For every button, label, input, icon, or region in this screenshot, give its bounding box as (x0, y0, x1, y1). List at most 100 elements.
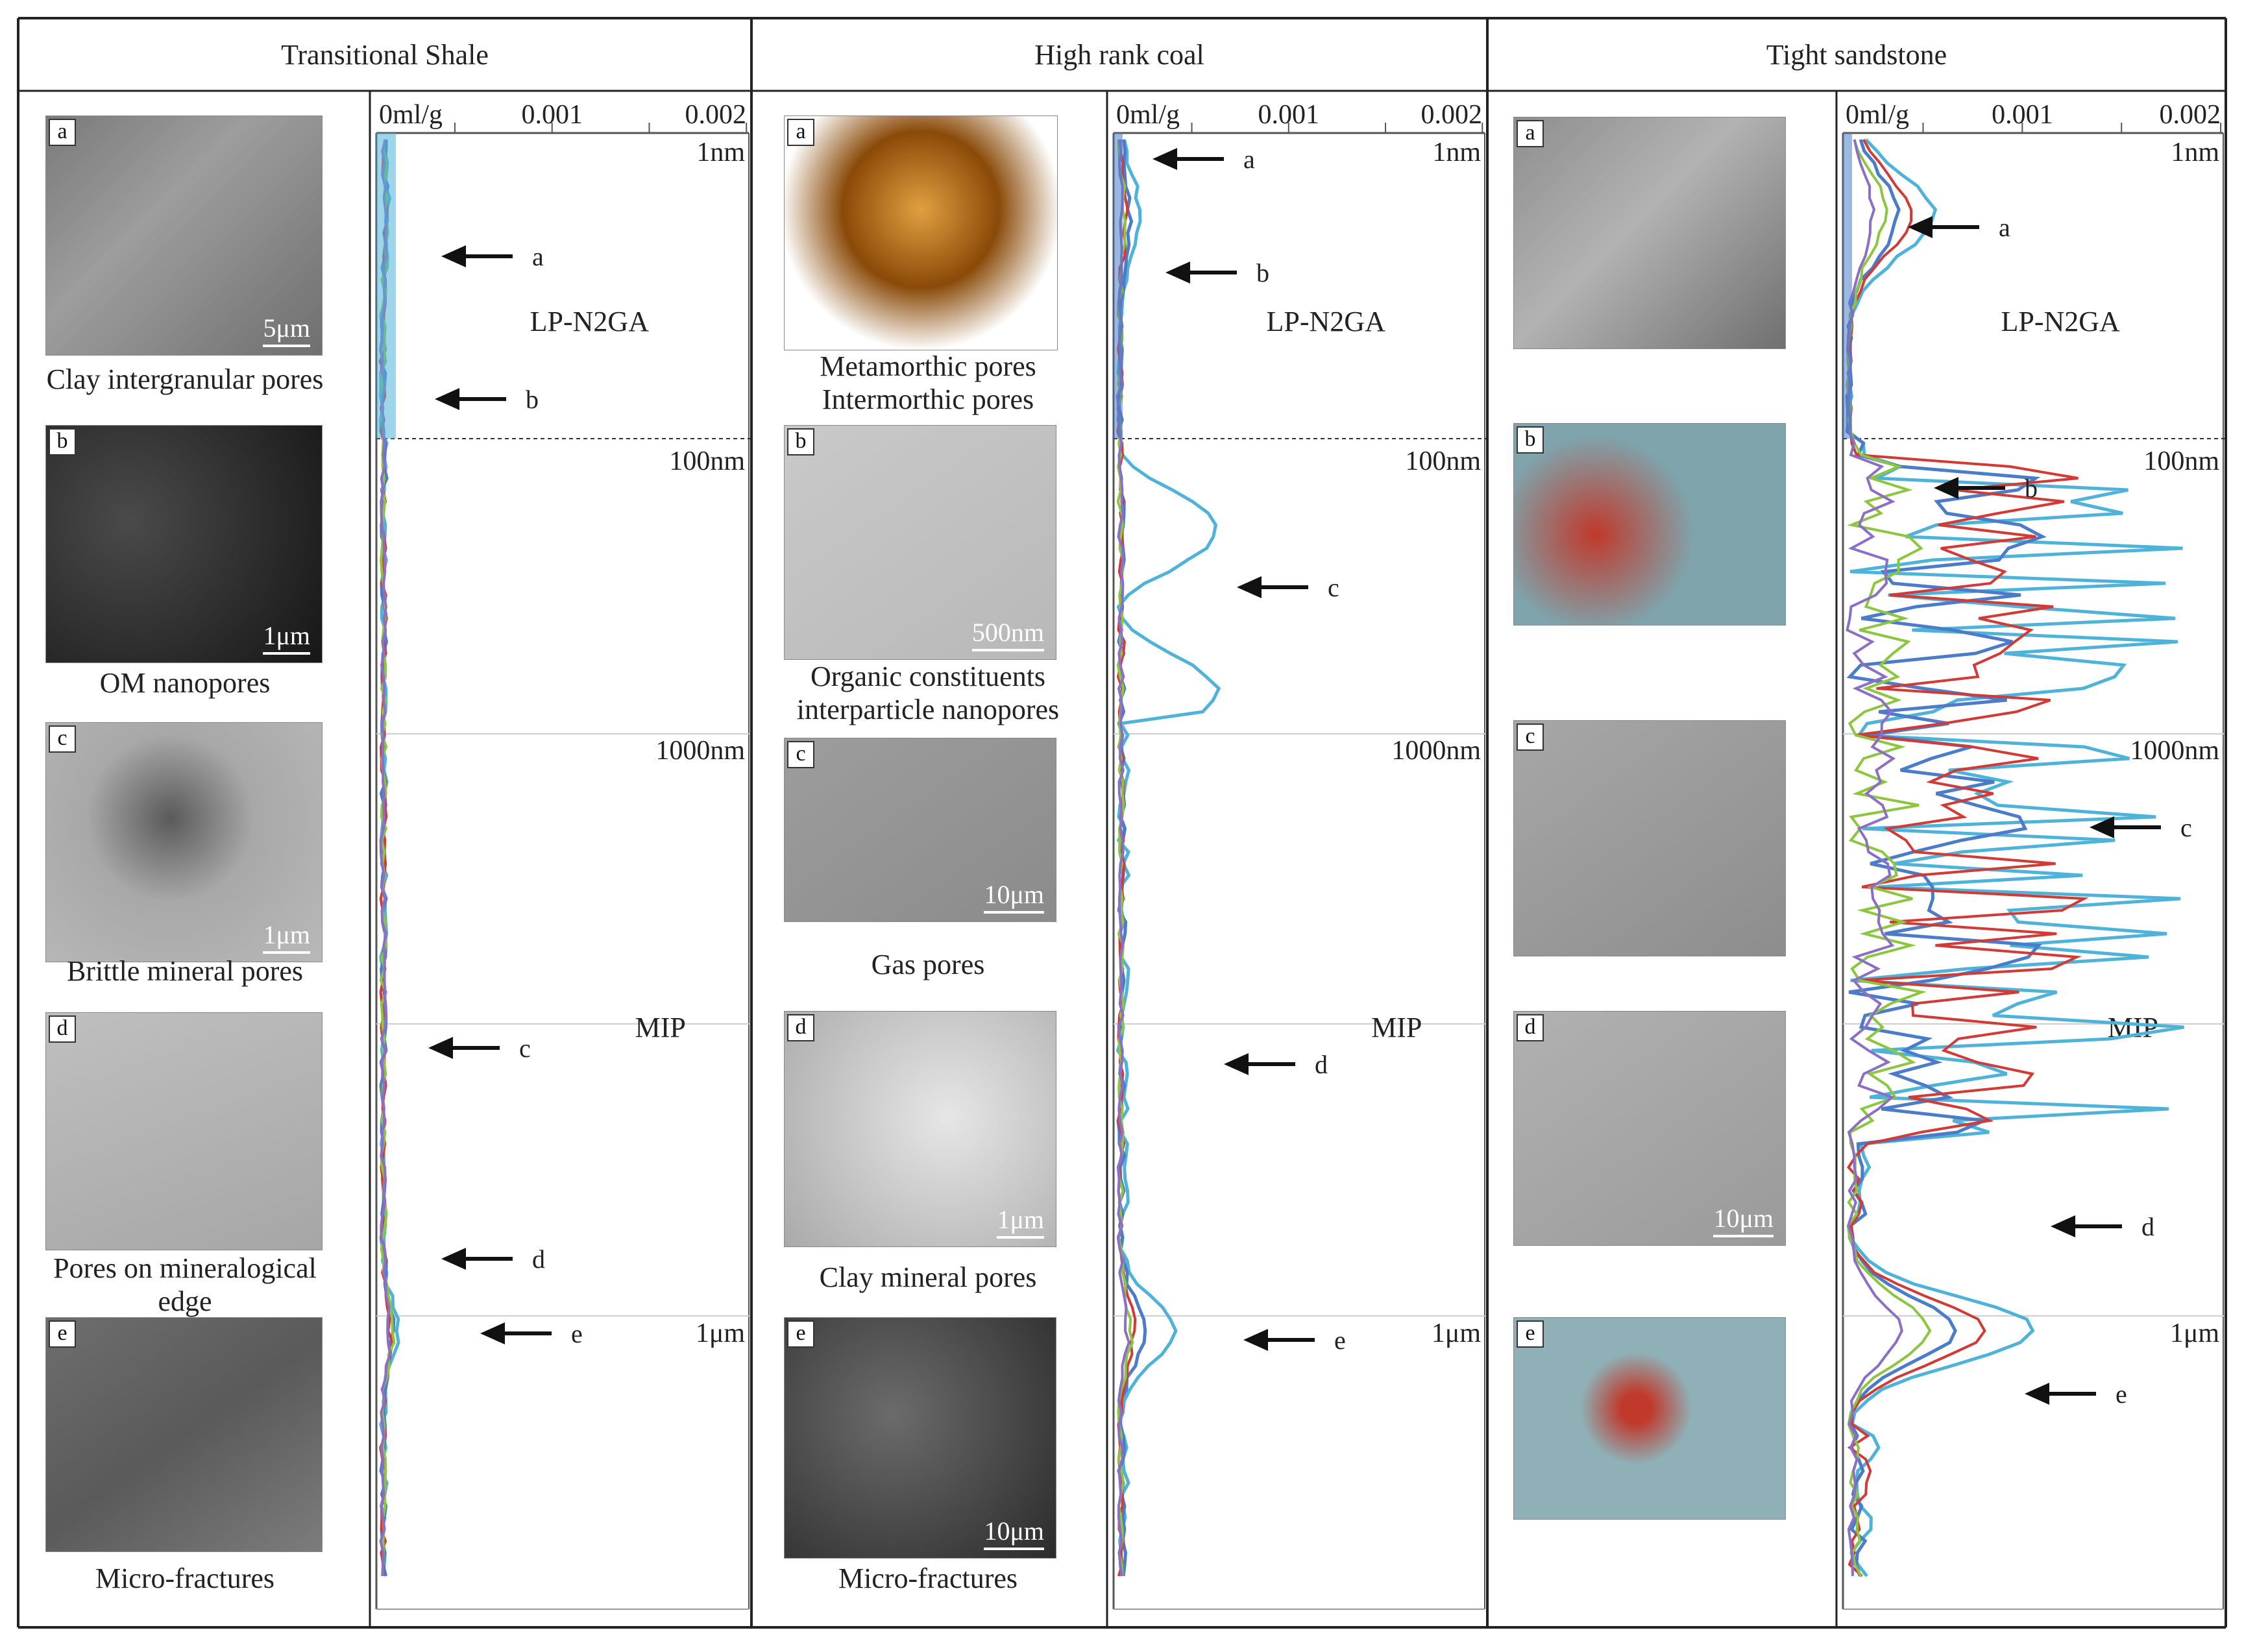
scale-line (997, 1236, 1044, 1239)
callout-arrow-4 (1243, 1329, 1315, 1351)
callout-letter: b (526, 385, 539, 414)
depth-label: 1nm (2171, 138, 2219, 167)
depth-label: 100nm (1405, 446, 1481, 476)
callout-arrow-0 (1152, 148, 1224, 170)
depth-label: 1μm (2170, 1318, 2220, 1348)
micrograph-1-3: d 1μm (784, 1011, 1056, 1247)
panel-badge: e (787, 1320, 814, 1348)
scale-bar: 10μm (1713, 1203, 1774, 1237)
callout-arrow-2 (2090, 816, 2161, 838)
micrograph-2-1: b (1513, 423, 1786, 626)
arrow-head (1908, 216, 1933, 238)
panel-badge: a (787, 119, 814, 146)
callout-arrow-0 (1908, 216, 1979, 238)
panel-badge: d (49, 1015, 76, 1043)
method-label-top: LP-N2GA (2001, 306, 2120, 337)
depth-label: 1000nm (655, 736, 745, 766)
arrow-head (2025, 1383, 2049, 1405)
depth-label: 1nm (696, 138, 745, 167)
panel-caption: Brittle mineral pores (66, 955, 304, 987)
panel-caption: Metamorthic pores Intermorthic pores (820, 350, 1036, 415)
depth-label: 1μm (1432, 1318, 1482, 1348)
scale-line (971, 649, 1044, 651)
micrograph-2-4: e (1513, 1317, 1786, 1520)
micrograph-2-2: c (1513, 720, 1786, 956)
pore-volume-plot-2: 0ml/g 0.001 0.0021nm100nm1000nm1μmLP-N2GAM… (1842, 100, 2225, 1610)
callout-arrow-2 (1237, 576, 1308, 598)
x-tick-label: 0.002 (2160, 100, 2221, 130)
scale-label: 10μm (984, 880, 1044, 909)
panel-badge: b (1517, 426, 1544, 454)
panel-badge: e (1517, 1320, 1544, 1348)
panel-badge: e (49, 1320, 76, 1348)
pore-volume-plot-1: 0ml/g 0.001 0.0021nm100nm1000nm1μmLP-N2GAM… (1112, 100, 1486, 1610)
callout-letter: c (2180, 813, 2192, 842)
panel-badge: d (1517, 1014, 1544, 1041)
callout-letter: a (1243, 145, 1255, 174)
scale-label: 1μm (997, 1205, 1044, 1234)
scale-line (263, 951, 310, 954)
callout-arrow-3 (441, 1248, 513, 1270)
arrow-head (1237, 576, 1262, 598)
micrograph-1-1: b 500nm (784, 425, 1056, 660)
method-label-top: LP-N2GA (1267, 306, 1386, 337)
panel-caption: Clay mineral pores (819, 1261, 1037, 1293)
micrograph-0-0: a 5μm (45, 115, 323, 356)
scale-label: 1μm (263, 920, 310, 949)
callout-letter: e (571, 1319, 583, 1348)
callout-arrow-4 (2025, 1383, 2096, 1405)
arrow-head (2090, 816, 2114, 838)
column-header-0: Transitional Shale (281, 38, 489, 71)
arrow-head (2051, 1215, 2075, 1237)
callout-letter: b (1256, 258, 1269, 287)
callout-letter: a (532, 242, 544, 271)
scale-label: 500nm (971, 618, 1044, 647)
panel-badge: d (787, 1014, 814, 1041)
panel-caption: Micro-fractures (95, 1562, 275, 1594)
depth-label: 1000nm (1391, 736, 1481, 766)
callout-letter: e (1334, 1326, 1346, 1355)
pore-volume-plot-0: 0ml/g 0.001 0.0021nm100nm1000nm1μmLP-N2GAM… (375, 100, 750, 1610)
panel-badge: c (49, 725, 76, 753)
arrow-head (1243, 1329, 1268, 1351)
scale-line (263, 652, 310, 655)
arrow-head (435, 388, 459, 410)
micrograph-0-1: b 1μm (45, 425, 323, 663)
scale-label: 1μm (263, 621, 310, 650)
callout-letter: a (1999, 213, 2010, 242)
arrow-head (1224, 1053, 1249, 1075)
panel-badge: b (49, 428, 76, 456)
scale-bar: 5μm (263, 313, 310, 347)
panel-badge: a (1517, 120, 1544, 147)
depth-label: 1nm (1432, 138, 1481, 167)
scale-label: 5μm (263, 313, 310, 343)
micrograph-1-4: e 10μm (784, 1317, 1056, 1559)
scale-label: 10μm (984, 1516, 1044, 1546)
micrograph-2-0: a (1513, 117, 1786, 349)
series-band (376, 133, 396, 439)
callout-arrow-2 (428, 1037, 500, 1059)
arrow-head (1165, 261, 1190, 284)
scale-bar: 10μm (984, 1516, 1044, 1550)
callout-letter: d (2141, 1212, 2154, 1241)
panel-caption: Organic constituents interparticle nanop… (796, 661, 1060, 725)
callout-arrow-3 (2051, 1215, 2122, 1237)
scale-bar: 1μm (263, 620, 310, 655)
micrograph-0-4: e (45, 1317, 323, 1552)
x-tick-label: 0.002 (685, 100, 747, 130)
series-band (1843, 133, 1852, 439)
arrow-head (480, 1322, 505, 1344)
callout-arrow-1 (1165, 261, 1237, 284)
panel-caption: OM nanopores (99, 667, 271, 699)
micrograph-1-2: c 10μm (784, 738, 1056, 922)
scale-label: 10μm (1713, 1204, 1774, 1233)
arrow-head (1152, 148, 1177, 170)
scale-line (263, 345, 310, 347)
method-label-top: LP-N2GA (530, 306, 650, 337)
micrograph-2-3: d 10μm (1513, 1011, 1786, 1246)
panel-caption: Gas pores (871, 949, 985, 980)
scale-line (984, 1548, 1044, 1550)
panel-badge: b (787, 428, 814, 456)
